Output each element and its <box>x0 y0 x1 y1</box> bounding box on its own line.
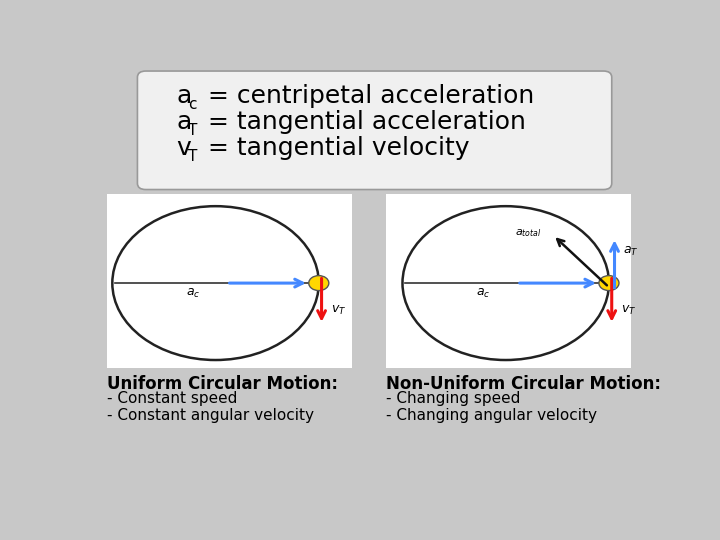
Text: a: a <box>176 84 192 108</box>
Text: - Constant angular velocity: - Constant angular velocity <box>107 408 314 423</box>
Text: - Changing speed: - Changing speed <box>386 391 520 406</box>
Text: = tangential velocity: = tangential velocity <box>200 136 469 160</box>
Text: $a_{total}$: $a_{total}$ <box>515 227 541 239</box>
Text: - Constant speed: - Constant speed <box>107 391 237 406</box>
Text: $a_c$: $a_c$ <box>476 287 490 300</box>
Bar <box>107 194 352 368</box>
Text: T: T <box>188 149 197 164</box>
FancyBboxPatch shape <box>138 71 612 190</box>
Text: T: T <box>188 123 197 138</box>
Text: Uniform Circular Motion:: Uniform Circular Motion: <box>107 375 338 393</box>
Text: Non-Uniform Circular Motion:: Non-Uniform Circular Motion: <box>386 375 661 393</box>
Text: a: a <box>176 110 192 134</box>
Ellipse shape <box>402 206 609 360</box>
Text: = centripetal acceleration: = centripetal acceleration <box>200 84 534 108</box>
Circle shape <box>309 275 329 291</box>
Text: = tangential acceleration: = tangential acceleration <box>200 110 526 134</box>
Text: $v_T$: $v_T$ <box>621 303 636 316</box>
Circle shape <box>599 275 619 291</box>
Bar <box>386 194 631 368</box>
Text: $v_T$: $v_T$ <box>331 303 346 316</box>
Ellipse shape <box>112 206 319 360</box>
Text: $a_T$: $a_T$ <box>623 245 639 259</box>
Text: c: c <box>188 97 196 112</box>
Text: - Changing angular velocity: - Changing angular velocity <box>386 408 597 423</box>
Text: $a_c$: $a_c$ <box>186 287 200 300</box>
Text: v: v <box>176 136 192 160</box>
